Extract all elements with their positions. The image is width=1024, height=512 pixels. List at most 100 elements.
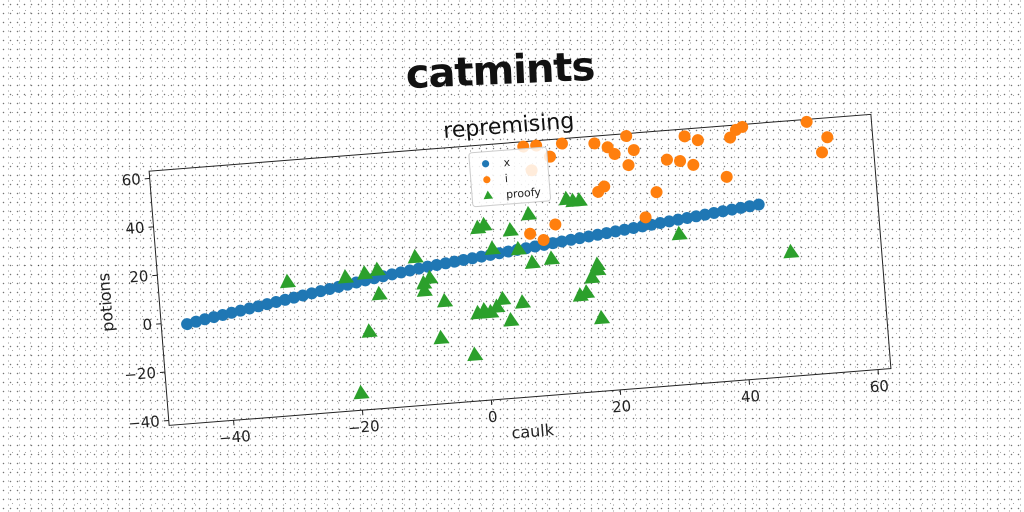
i-point: [622, 159, 635, 172]
x-point: [555, 235, 568, 248]
proofy-point: [502, 221, 519, 237]
x-point: [475, 250, 488, 263]
x-point: [591, 228, 604, 241]
x-point: [716, 205, 729, 218]
proofy-point: [571, 192, 588, 207]
proofy-point: [520, 205, 538, 221]
i-point: [620, 130, 633, 143]
x-point: [734, 201, 747, 214]
data-marks: [181, 115, 834, 400]
y-tick-label: 60: [121, 170, 141, 189]
i-point: [687, 158, 700, 171]
proofy-point: [416, 282, 433, 297]
x-point: [582, 230, 595, 243]
x-tick-label: 0: [487, 408, 498, 427]
i-point: [821, 131, 834, 144]
y-tick-label: 0: [142, 315, 153, 334]
proofy-point: [422, 269, 439, 285]
y-tick-label: 40: [125, 219, 145, 238]
x-point: [600, 227, 613, 240]
i-point: [639, 211, 652, 224]
legend-box: [468, 146, 551, 208]
x-point: [403, 264, 416, 277]
proofy-point: [584, 269, 601, 284]
proofy-point: [594, 309, 611, 325]
proofy-point: [279, 273, 297, 289]
x-point: [466, 252, 479, 265]
x-tick-label: −20: [347, 417, 380, 437]
x-point: [672, 213, 685, 226]
proofy-point: [467, 346, 484, 362]
i-point: [674, 155, 687, 168]
proofy-point: [371, 285, 388, 301]
x-point: [627, 222, 640, 235]
legend-marker-i: [483, 176, 491, 184]
proofy-point: [357, 265, 374, 280]
proofy-point: [514, 294, 532, 309]
x-point: [448, 255, 461, 268]
x-point: [654, 217, 667, 230]
x-point: [690, 210, 703, 223]
x-axis-ticks: −40 −20 0 20 40 60: [218, 369, 890, 447]
i-point: [555, 137, 568, 150]
legend-label-proofy: proofy: [506, 185, 542, 201]
proofy-point: [476, 216, 493, 232]
proofy-point: [369, 261, 386, 277]
i-point: [627, 144, 640, 157]
proofy-point: [437, 292, 454, 308]
x-tick-label: 20: [611, 397, 631, 416]
proofy-point: [484, 240, 501, 256]
x-point: [752, 198, 765, 211]
proofy-point: [503, 312, 520, 327]
x-point: [430, 258, 443, 271]
x-point: [573, 232, 586, 245]
i-point: [800, 115, 813, 128]
y-axis-label: potions: [94, 272, 118, 332]
x-point: [681, 211, 694, 224]
x-point: [564, 233, 577, 246]
i-point: [549, 218, 562, 231]
i-point: [588, 137, 601, 150]
proofy-point: [524, 254, 541, 269]
y-tick-label: −40: [128, 412, 161, 432]
x-point: [394, 266, 407, 279]
i-point: [650, 186, 663, 199]
i-point: [720, 170, 733, 183]
x-point: [421, 260, 434, 273]
x-point: [699, 208, 712, 221]
y-tick-label: −20: [124, 364, 157, 384]
x-point: [743, 200, 756, 213]
proofy-point: [361, 323, 378, 338]
i-point: [691, 134, 704, 147]
legend-marker-x: [481, 160, 490, 168]
i-point: [524, 227, 537, 240]
x-point: [609, 225, 622, 238]
x-point: [412, 262, 425, 275]
x-tick-label: 60: [869, 377, 889, 396]
i-point: [608, 148, 621, 161]
proofy-point: [510, 240, 527, 256]
i-point: [816, 146, 829, 159]
i-point: [660, 153, 673, 166]
proofy-point: [543, 250, 561, 266]
proofy-point: [783, 243, 800, 259]
proofy-point: [353, 384, 370, 400]
proofy-point: [433, 329, 450, 345]
x-point: [725, 203, 738, 216]
legend-label-x: x: [503, 156, 511, 170]
x-point: [618, 223, 631, 236]
legend-label-i: i: [504, 172, 508, 185]
proofy-point: [337, 269, 355, 284]
chart-title: repremising: [442, 109, 575, 144]
y-axis-ticks: −40 −20 0 20 40 60: [121, 170, 169, 433]
i-point: [592, 185, 605, 198]
x-point: [457, 253, 470, 266]
proofy-point: [407, 248, 424, 264]
plot-frame: [148, 113, 892, 426]
x-point: [385, 268, 398, 281]
proofy-point: [589, 256, 606, 272]
x-point: [636, 220, 649, 233]
proofy-point: [671, 225, 688, 241]
